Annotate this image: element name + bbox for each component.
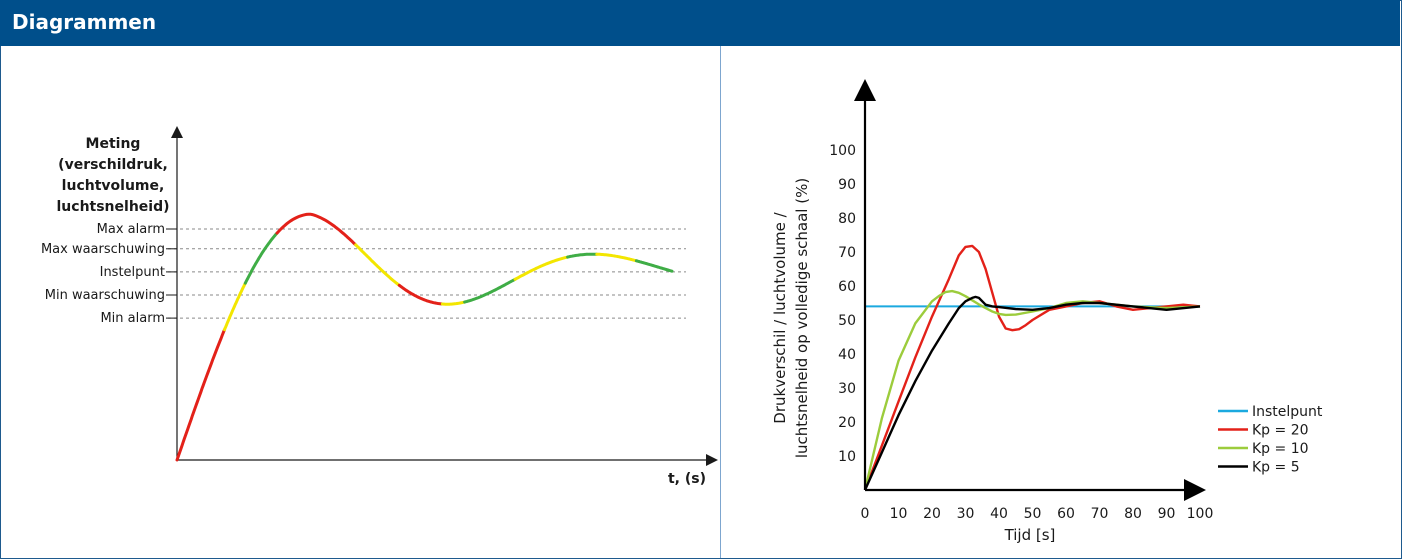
signal-segment-yellow <box>354 243 401 287</box>
signal-segment-green <box>566 252 599 259</box>
signal-segment-yellow <box>223 281 247 332</box>
panel-divider <box>720 46 721 558</box>
threshold-label: Min waarschuwing <box>45 288 165 303</box>
signal-segment-yellow <box>513 255 570 281</box>
signal-segment-green <box>463 277 517 304</box>
signal-segment-yellow <box>595 252 638 263</box>
signal-segment-red <box>175 328 226 462</box>
left-y-label-line-1: Meting <box>86 136 141 152</box>
left-y-label-line-4: luchtsnelheid) <box>57 199 170 215</box>
threshold-label: Max alarm <box>97 222 165 237</box>
signal-segment-green <box>634 259 674 273</box>
signal-segment-red <box>275 212 358 247</box>
panel-header: Diagrammen <box>0 0 1400 46</box>
left-x-axis-label: t, (s) <box>668 471 706 487</box>
left-y-axis-label: Meting (verschildruk, luchtvolume, lucht… <box>57 136 170 215</box>
signal-segment-red <box>397 283 444 306</box>
threshold-label: Min alarm <box>100 311 165 326</box>
alarm-thresholds-chart: Meting (verschildruk, luchtvolume, lucht… <box>41 126 718 487</box>
left-y-label-line-3: luchtvolume, <box>62 178 165 194</box>
signal-segment-yellow <box>440 300 467 306</box>
threshold-label: Max waarschuwing <box>41 242 165 257</box>
threshold-label: Instelpunt <box>100 265 165 280</box>
signal-segment-green <box>243 231 279 285</box>
left-y-label-line-2: (verschildruk, <box>58 157 168 173</box>
panel-title: Diagrammen <box>12 10 157 34</box>
